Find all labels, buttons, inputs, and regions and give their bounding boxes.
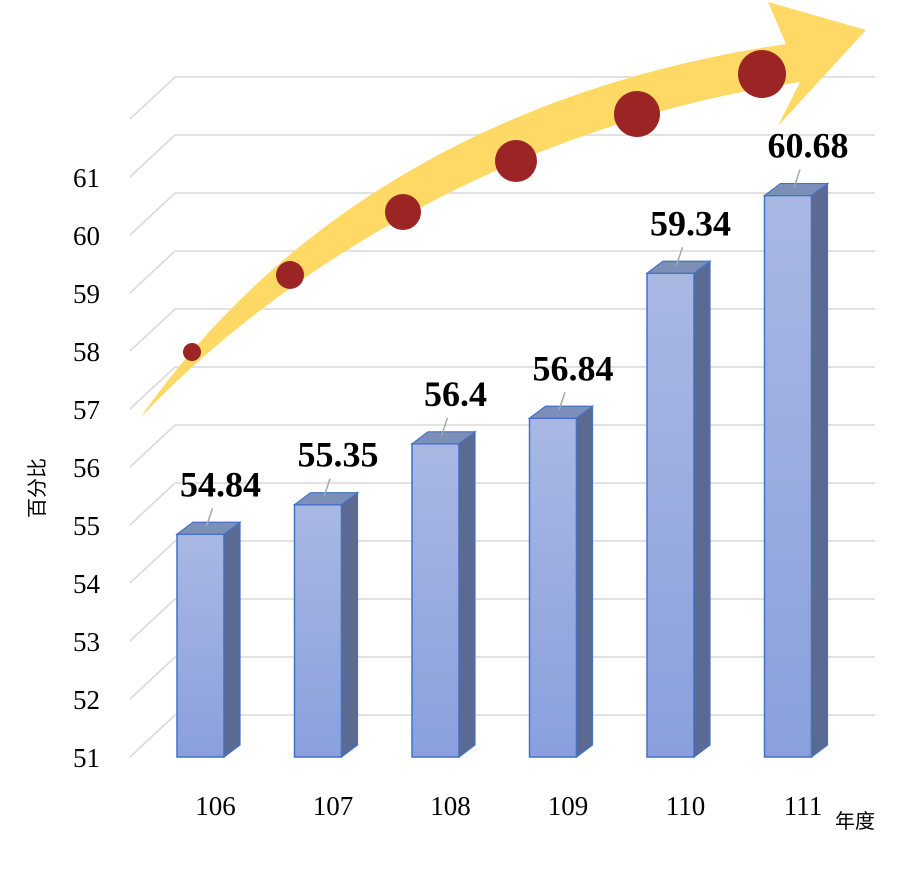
gridline	[129, 366, 875, 410]
bar	[175, 521, 242, 759]
x-tick-label: 106	[195, 791, 236, 821]
gridlines	[129, 76, 875, 758]
y-tick-label: 52	[73, 685, 100, 715]
bar	[527, 405, 595, 759]
leader-line	[205, 508, 214, 527]
gridline	[129, 598, 875, 642]
y-tick-label: 60	[73, 221, 100, 251]
arrow-dot	[385, 194, 421, 230]
bar-top	[645, 260, 712, 274]
data-label: 55.35	[298, 435, 379, 475]
bar-front	[528, 417, 578, 758]
bar-side	[693, 260, 711, 759]
arrow-dot	[276, 261, 304, 289]
y-tick-label: 53	[73, 627, 100, 657]
y-axis-label: 百分比	[25, 458, 49, 518]
bar	[410, 430, 477, 759]
bar	[292, 491, 360, 759]
gridline	[129, 656, 875, 700]
leader-line	[323, 478, 331, 497]
bar-top	[762, 182, 830, 197]
leader-line	[558, 392, 566, 411]
gridline	[129, 192, 875, 236]
y-axis-ticks: 51 52 53 54 55 56 57 58 59 60 61	[73, 163, 101, 773]
data-labels: 54.84 55.35 56.4 56.84 59.34 60.68	[180, 126, 849, 527]
x-tick-label: 109	[548, 791, 589, 821]
gridline	[129, 308, 875, 352]
bar-side	[340, 491, 359, 759]
x-axis-label: 年度	[835, 809, 875, 833]
gridline	[129, 714, 875, 758]
data-label: 56.4	[424, 374, 487, 414]
bar-front	[763, 194, 813, 758]
bar-side	[810, 182, 829, 759]
x-axis-ticks: 106 107 108 109 110 111	[195, 791, 822, 821]
bars	[175, 182, 830, 759]
bar-side	[458, 430, 476, 759]
y-tick-label: 55	[73, 511, 100, 541]
bar-side	[223, 521, 241, 759]
bar-front	[293, 503, 343, 758]
y-tick-label: 56	[73, 453, 100, 483]
bar	[645, 260, 712, 759]
trend-arrow	[140, 2, 866, 418]
gridline	[129, 250, 875, 294]
x-tick-label: 110	[666, 791, 706, 821]
y-tick-label: 54	[73, 569, 101, 599]
data-label: 54.84	[180, 464, 261, 504]
gridline	[129, 424, 875, 468]
bar-top	[292, 492, 360, 506]
arrow-dot	[183, 343, 201, 361]
bar-front	[176, 533, 225, 758]
leader-line	[675, 247, 684, 266]
arrow-dot	[495, 140, 537, 182]
bar-front	[411, 443, 460, 758]
bar-front	[646, 272, 695, 758]
x-tick-label: 111	[784, 791, 823, 821]
data-label: 60.68	[768, 126, 849, 166]
bar-top	[175, 521, 242, 535]
x-tick-label: 108	[430, 791, 471, 821]
arrow-shape	[140, 2, 866, 418]
y-tick-label: 59	[73, 279, 100, 309]
gridline	[129, 540, 875, 584]
data-label: 56.84	[533, 348, 614, 388]
data-label: 59.34	[650, 203, 731, 243]
y-tick-label: 51	[73, 743, 100, 773]
leader-line	[793, 169, 801, 188]
x-tick-label: 107	[313, 791, 354, 821]
arrow-dot	[614, 91, 660, 137]
y-tick-label: 58	[73, 337, 100, 367]
bar	[762, 182, 830, 759]
arrow-dot	[738, 50, 786, 98]
bar-top	[527, 405, 595, 419]
gridline	[129, 482, 875, 526]
bar-top	[410, 431, 477, 445]
leader-line	[440, 417, 449, 437]
y-tick-label: 57	[73, 395, 100, 425]
bar-side	[575, 405, 594, 759]
y-tick-label: 61	[73, 163, 100, 193]
